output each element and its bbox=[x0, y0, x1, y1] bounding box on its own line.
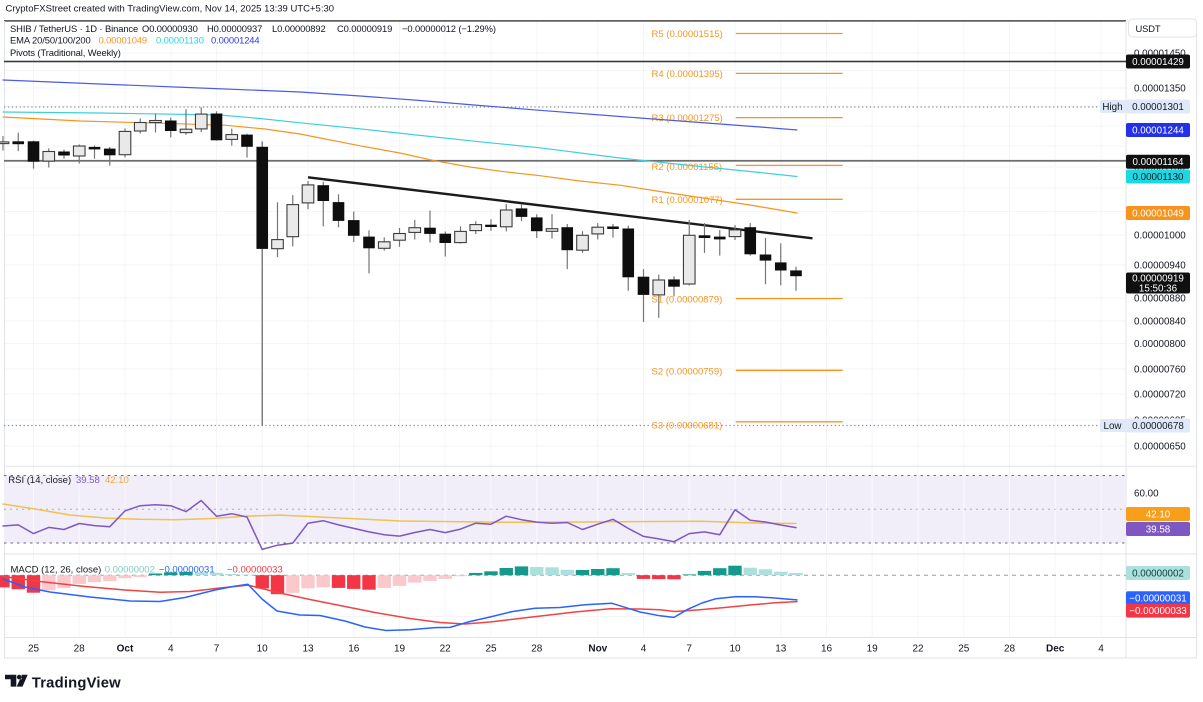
svg-text:7: 7 bbox=[686, 644, 692, 655]
svg-text:16: 16 bbox=[821, 644, 833, 655]
svg-text:4: 4 bbox=[1098, 644, 1104, 655]
svg-text:25: 25 bbox=[28, 644, 40, 655]
svg-text:0.00000650: 0.00000650 bbox=[1134, 441, 1186, 452]
svg-text:S1 (0.00000879): S1 (0.00000879) bbox=[652, 295, 723, 306]
svg-text:0.00001049: 0.00001049 bbox=[99, 35, 148, 46]
svg-text:Pivots (Traditional, Weekly): Pivots (Traditional, Weekly) bbox=[10, 47, 121, 58]
svg-text:39.58: 39.58 bbox=[1146, 524, 1171, 535]
svg-text:−0.00000031: −0.00000031 bbox=[1129, 594, 1186, 605]
svg-text:R2 (0.00001155): R2 (0.00001155) bbox=[652, 162, 723, 173]
svg-text:28: 28 bbox=[74, 644, 86, 655]
svg-text:0.00001049: 0.00001049 bbox=[1132, 208, 1184, 219]
svg-text:4: 4 bbox=[168, 644, 174, 655]
svg-text:0.00001429: 0.00001429 bbox=[1132, 57, 1184, 68]
svg-text:28: 28 bbox=[1004, 644, 1016, 655]
svg-text:0.00000919: 0.00000919 bbox=[1132, 274, 1184, 285]
svg-text:42.10: 42.10 bbox=[1146, 509, 1171, 520]
svg-text:CryptoFXStreet created with Tr: CryptoFXStreet created with TradingView.… bbox=[6, 4, 335, 15]
svg-text:S2 (0.00000759): S2 (0.00000759) bbox=[652, 366, 723, 377]
svg-text:42.10: 42.10 bbox=[105, 475, 129, 486]
svg-text:SHIB / TetherUS · 1D · Binance: SHIB / TetherUS · 1D · Binance bbox=[10, 23, 138, 34]
svg-text:High: High bbox=[1102, 102, 1122, 113]
svg-text:4: 4 bbox=[641, 644, 647, 655]
svg-text:L0.00000892: L0.00000892 bbox=[272, 23, 326, 34]
svg-text:25: 25 bbox=[958, 644, 970, 655]
svg-text:MACD (12, 26, close): MACD (12, 26, close) bbox=[11, 565, 102, 576]
svg-text:TradingView: TradingView bbox=[32, 675, 121, 691]
svg-text:Dec: Dec bbox=[1046, 644, 1065, 655]
svg-text:22: 22 bbox=[912, 644, 924, 655]
svg-text:−0.00000031: −0.00000031 bbox=[159, 565, 215, 576]
svg-text:RSI (14, close): RSI (14, close) bbox=[8, 475, 71, 486]
svg-text:0.00001350: 0.00001350 bbox=[1134, 83, 1186, 94]
svg-text:60.00: 60.00 bbox=[1134, 488, 1159, 499]
svg-text:7: 7 bbox=[214, 644, 220, 655]
svg-text:Oct: Oct bbox=[117, 644, 134, 655]
svg-text:0.00001244: 0.00001244 bbox=[211, 35, 260, 46]
svg-text:R1 (0.00001077): R1 (0.00001077) bbox=[652, 195, 723, 206]
svg-text:−0.00000033: −0.00000033 bbox=[1129, 606, 1187, 617]
svg-text:EMA 20/50/100/200: EMA 20/50/100/200 bbox=[10, 35, 91, 46]
svg-text:15:50:36: 15:50:36 bbox=[1139, 283, 1178, 294]
svg-text:Nov: Nov bbox=[588, 644, 607, 655]
svg-text:13: 13 bbox=[302, 644, 314, 655]
svg-text:0.00000720: 0.00000720 bbox=[1134, 389, 1186, 400]
svg-text:25: 25 bbox=[485, 644, 497, 655]
svg-text:0.00001130: 0.00001130 bbox=[1132, 172, 1184, 183]
svg-text:13: 13 bbox=[775, 644, 787, 655]
svg-text:USDT: USDT bbox=[1135, 23, 1160, 34]
svg-text:−0.00000033: −0.00000033 bbox=[227, 565, 283, 576]
svg-text:10: 10 bbox=[257, 644, 269, 655]
svg-text:0.00001130: 0.00001130 bbox=[156, 35, 204, 46]
svg-text:H0.00000937: H0.00000937 bbox=[207, 23, 262, 34]
svg-text:O0.00000930: O0.00000930 bbox=[142, 23, 198, 34]
svg-text:R3 (0.00001275): R3 (0.00001275) bbox=[652, 113, 723, 124]
svg-text:0.00000002: 0.00000002 bbox=[105, 565, 155, 576]
svg-text:Low: Low bbox=[1104, 421, 1123, 432]
svg-text:0.00001244: 0.00001244 bbox=[1132, 125, 1184, 136]
svg-text:19: 19 bbox=[394, 644, 406, 655]
svg-text:R4 (0.00001395): R4 (0.00001395) bbox=[652, 69, 723, 80]
svg-text:0.00001301: 0.00001301 bbox=[1132, 102, 1184, 113]
svg-text:S3 (0.00000681): S3 (0.00000681) bbox=[652, 421, 723, 432]
svg-text:19: 19 bbox=[867, 644, 879, 655]
svg-text:0.00000678: 0.00000678 bbox=[1132, 421, 1184, 432]
svg-text:0.00000760: 0.00000760 bbox=[1134, 364, 1186, 375]
svg-text:16: 16 bbox=[348, 644, 360, 655]
svg-text:R5 (0.00001515): R5 (0.00001515) bbox=[652, 29, 723, 40]
svg-text:10: 10 bbox=[729, 644, 741, 655]
svg-text:0.00000840: 0.00000840 bbox=[1134, 316, 1186, 327]
svg-text:22: 22 bbox=[440, 644, 452, 655]
svg-text:C0.00000919: C0.00000919 bbox=[337, 23, 392, 34]
svg-text:0.00000002: 0.00000002 bbox=[1132, 568, 1184, 579]
svg-text:0.00001164: 0.00001164 bbox=[1132, 157, 1184, 168]
svg-text:−0.00000012 (−1.29%): −0.00000012 (−1.29%) bbox=[402, 23, 496, 34]
svg-text:0.00001450: 0.00001450 bbox=[1134, 48, 1186, 59]
svg-text:0.00001000: 0.00001000 bbox=[1134, 230, 1186, 241]
svg-text:0.00000880: 0.00000880 bbox=[1134, 293, 1186, 304]
svg-text:39.58: 39.58 bbox=[76, 475, 100, 486]
svg-text:0.00000940: 0.00000940 bbox=[1134, 260, 1186, 271]
svg-text:0.00000800: 0.00000800 bbox=[1134, 339, 1186, 350]
svg-text:28: 28 bbox=[531, 644, 543, 655]
